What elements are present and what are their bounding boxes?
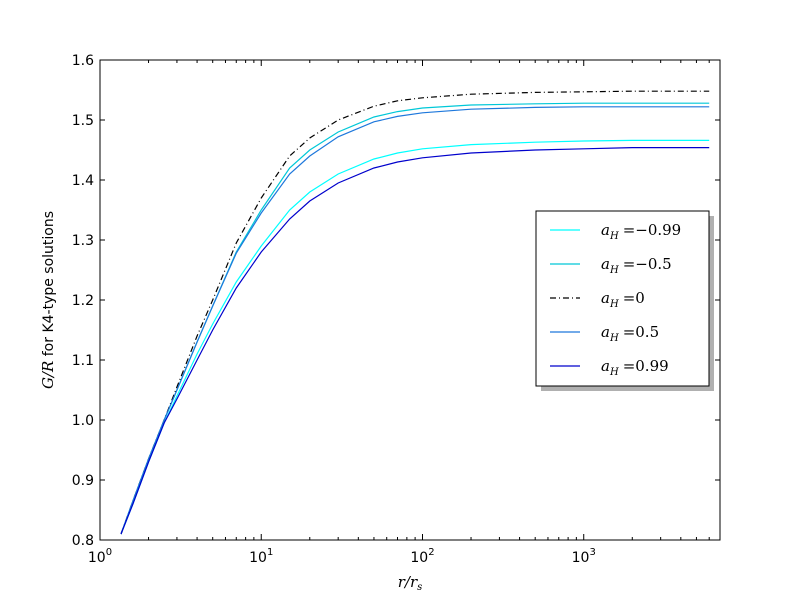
series-group [120,90,710,535]
ytick-label: 1.4 [72,173,94,189]
y-axis-label: G/R for K4-type solutions [39,211,57,389]
ytick-label: 1.1 [72,353,94,369]
ytick-label: 1.2 [72,293,94,309]
legend: aH =−0.99 aH =−0.5 aH =0 aH =0.5 aH =0.99 [535,210,714,391]
xtick-label: 102 [410,547,434,566]
xtick-label: 103 [572,547,596,566]
ytick-label: 1.6 [72,53,94,69]
series-line-4 [120,147,710,535]
series-line-3 [120,106,710,535]
ytick-label: 1.3 [72,233,94,249]
series-line-2 [120,90,710,535]
ytick-label: 0.8 [72,533,94,549]
legend-label-1: aH =−0.5 [601,255,672,276]
x-axis-label: r/rs [398,573,423,593]
legend-label-4: aH =0.99 [601,357,669,378]
axis-labels: r/rs G/R for K4-type solutions [39,211,422,593]
ticks-group: 0.8 0.9 1.0 1.1 1.2 1.3 1.4 1.5 1.6 100 101 102 103 [72,53,721,566]
ytick-label: 0.9 [72,473,94,489]
legend-label-2: aH =0 [601,289,645,310]
ytick-label: 1.5 [72,113,94,129]
xtick-label: 101 [249,547,273,566]
ytick-label: 1.0 [72,413,94,429]
xtick-label: 100 [88,547,112,566]
legend-label-0: aH =−0.99 [601,221,681,242]
legend-label-3: aH =0.5 [601,323,659,344]
